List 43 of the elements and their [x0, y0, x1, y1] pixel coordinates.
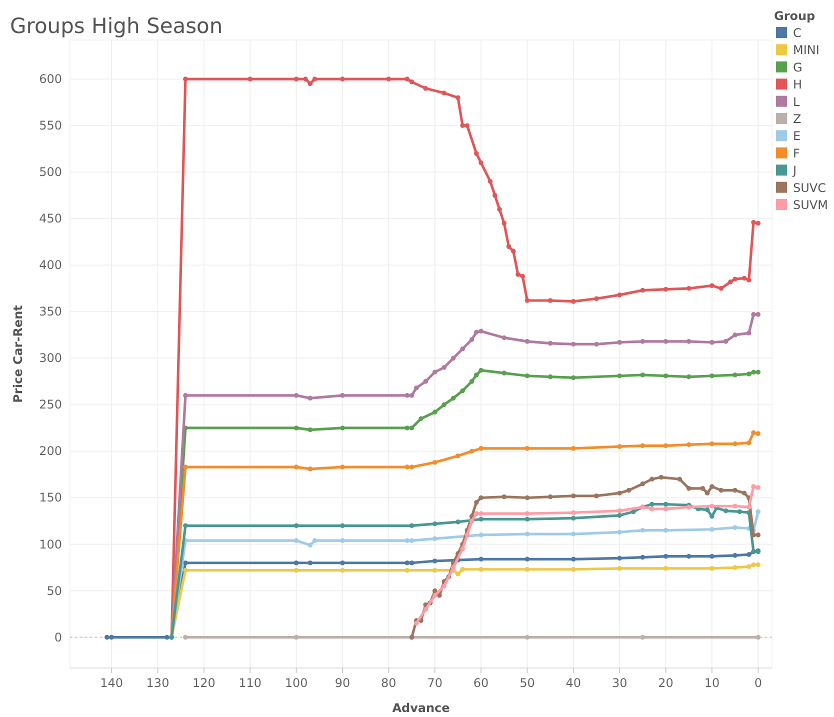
y-tick-label: 550 [39, 118, 62, 133]
y-axis-title: Price Car-Rent [11, 304, 25, 403]
legend-label: C [793, 26, 802, 40]
y-tick-label: 0 [54, 630, 62, 644]
y-tick-label: 500 [39, 165, 62, 180]
legend-label: L [793, 94, 800, 109]
x-tick-label: 100 [284, 676, 308, 690]
y-tick-label: 200 [39, 444, 62, 458]
x-tick-label: 140 [100, 676, 124, 690]
y-tick-label: 50 [46, 584, 62, 598]
x-tick-label: 80 [381, 676, 396, 690]
y-tick-label: 150 [39, 490, 62, 505]
legend-label: J [792, 164, 797, 178]
legend-label: SUVM [793, 198, 828, 212]
legend-label: G [793, 60, 802, 74]
legend-title: Group [774, 9, 816, 23]
legend-label: MINI [793, 43, 820, 58]
legend-label: Z [793, 112, 802, 126]
legend-label: SUVC [793, 180, 826, 195]
x-tick-label: 130 [146, 676, 170, 690]
x-tick-label: 40 [566, 676, 582, 690]
x-tick-label: 20 [658, 676, 674, 690]
y-tick-label: 400 [39, 258, 62, 272]
chart-title: Groups High Season [10, 14, 223, 38]
y-tick-label: 350 [39, 304, 62, 319]
x-axis-title: Advance [392, 701, 450, 715]
x-tick-label: 0 [754, 676, 762, 690]
legend-label: F [793, 146, 800, 160]
x-tick-label: 70 [427, 676, 442, 690]
y-tick-label: 600 [39, 72, 62, 86]
legend-label: E [793, 129, 801, 144]
y-tick-label: 300 [39, 351, 62, 366]
x-tick-label: 10 [704, 676, 720, 690]
x-tick-label: 90 [334, 676, 350, 690]
x-tick-label: 50 [520, 676, 535, 690]
y-tick-label: 250 [39, 398, 62, 412]
legend-label: H [793, 78, 802, 92]
x-tick-label: 110 [238, 676, 262, 690]
y-tick-label: 100 [39, 537, 62, 552]
x-tick-label: 30 [612, 676, 628, 690]
x-tick-label: 120 [192, 676, 216, 690]
x-tick-label: 60 [473, 676, 489, 690]
y-tick-label: 450 [39, 212, 62, 226]
